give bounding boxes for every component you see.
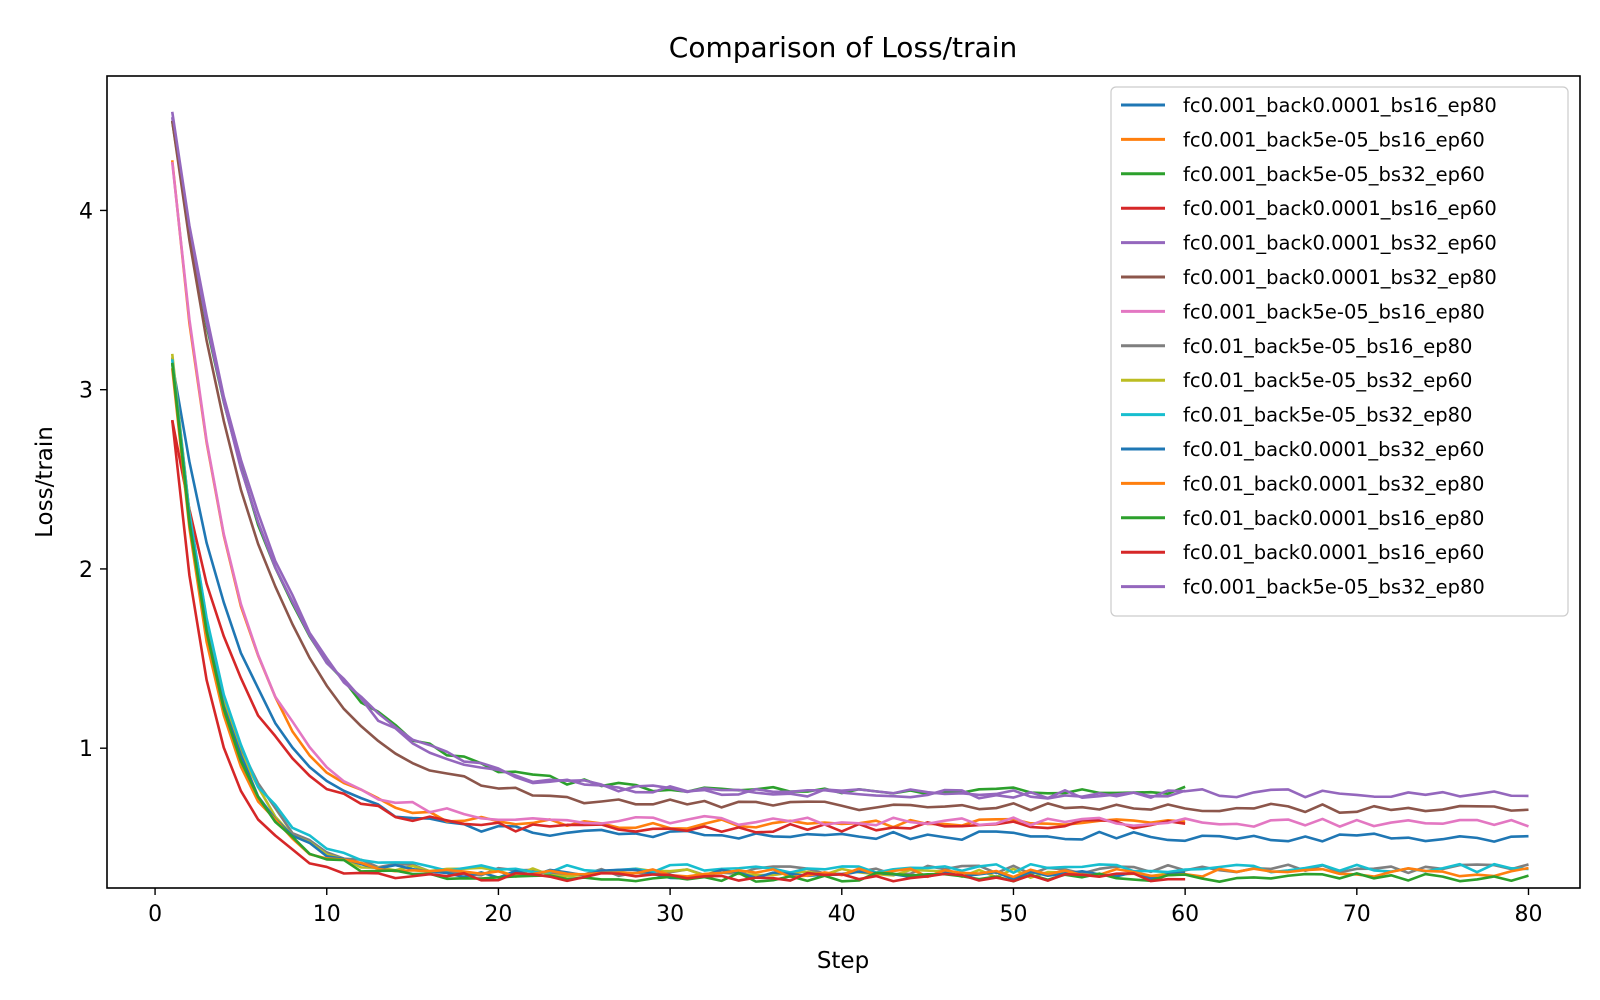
x-tick-label: 30 xyxy=(656,902,684,927)
legend-label: fc0.01_back0.0001_bs32_ep60 xyxy=(1183,438,1484,461)
legend-label: fc0.001_back5e-05_bs16_ep80 xyxy=(1183,300,1485,323)
x-tick-label: 20 xyxy=(484,902,512,927)
legend-label: fc0.001_back5e-05_bs32_ep60 xyxy=(1183,163,1485,186)
x-tick-label: 50 xyxy=(999,902,1027,927)
series-line xyxy=(170,419,1186,834)
y-axis-label: Loss/train xyxy=(32,426,58,538)
x-tick-label: 70 xyxy=(1343,902,1371,927)
x-axis-ticks: 0 10 20 30 40 50 60 70 80 xyxy=(148,888,1542,927)
chart-title: Comparison of Loss/train xyxy=(669,31,1017,64)
legend-label: fc0.001_back0.0001_bs16_ep60 xyxy=(1183,197,1497,220)
series-lines xyxy=(170,111,1529,884)
legend-label: fc0.01_back5e-05_bs32_ep80 xyxy=(1183,404,1472,427)
x-tick-label: 0 xyxy=(148,902,162,927)
legend-label: fc0.01_back0.0001_bs32_ep80 xyxy=(1183,472,1484,495)
legend-label: fc0.01_back5e-05_bs16_ep80 xyxy=(1183,335,1472,358)
x-axis-label: Step xyxy=(817,948,869,974)
x-tick-label: 60 xyxy=(1171,902,1199,927)
plot-frame xyxy=(106,75,1581,889)
y-tick-label: 3 xyxy=(79,379,93,404)
legend-label: fc0.01_back0.0001_bs16_ep80 xyxy=(1183,507,1484,530)
x-tick-label: 40 xyxy=(828,902,856,927)
series-line xyxy=(170,420,1186,883)
x-tick-label: 80 xyxy=(1514,902,1542,927)
legend-label: fc0.01_back5e-05_bs32_ep60 xyxy=(1183,369,1472,392)
series-line xyxy=(170,111,1529,800)
series-line xyxy=(170,161,1529,828)
legend-box xyxy=(1110,86,1569,617)
legend-label: fc0.01_back0.0001_bs16_ep60 xyxy=(1183,541,1484,564)
y-tick-label: 1 xyxy=(79,737,93,762)
y-tick-label: 4 xyxy=(79,199,93,224)
series-line xyxy=(170,359,1529,875)
y-tick-label: 2 xyxy=(79,558,93,583)
series-line xyxy=(170,362,1529,884)
legend-label: fc0.001_back5e-05_bs16_ep60 xyxy=(1183,128,1485,151)
legend: fc0.001_back0.0001_bs16_ep80 fc0.001_back… xyxy=(1110,86,1569,617)
legend-label: fc0.001_back0.0001_bs32_ep80 xyxy=(1183,266,1497,289)
series-line xyxy=(170,120,1529,815)
legend-label: fc0.001_back5e-05_bs32_ep80 xyxy=(1183,576,1485,599)
x-tick-label: 10 xyxy=(313,902,341,927)
y-axis-ticks: 1 2 3 4 xyxy=(79,199,107,762)
legend-label: fc0.001_back0.0001_bs32_ep60 xyxy=(1183,232,1497,255)
legend-label: fc0.001_back0.0001_bs16_ep80 xyxy=(1183,94,1497,117)
legend-items: fc0.001_back0.0001_bs16_ep80 fc0.001_back… xyxy=(1121,94,1497,599)
